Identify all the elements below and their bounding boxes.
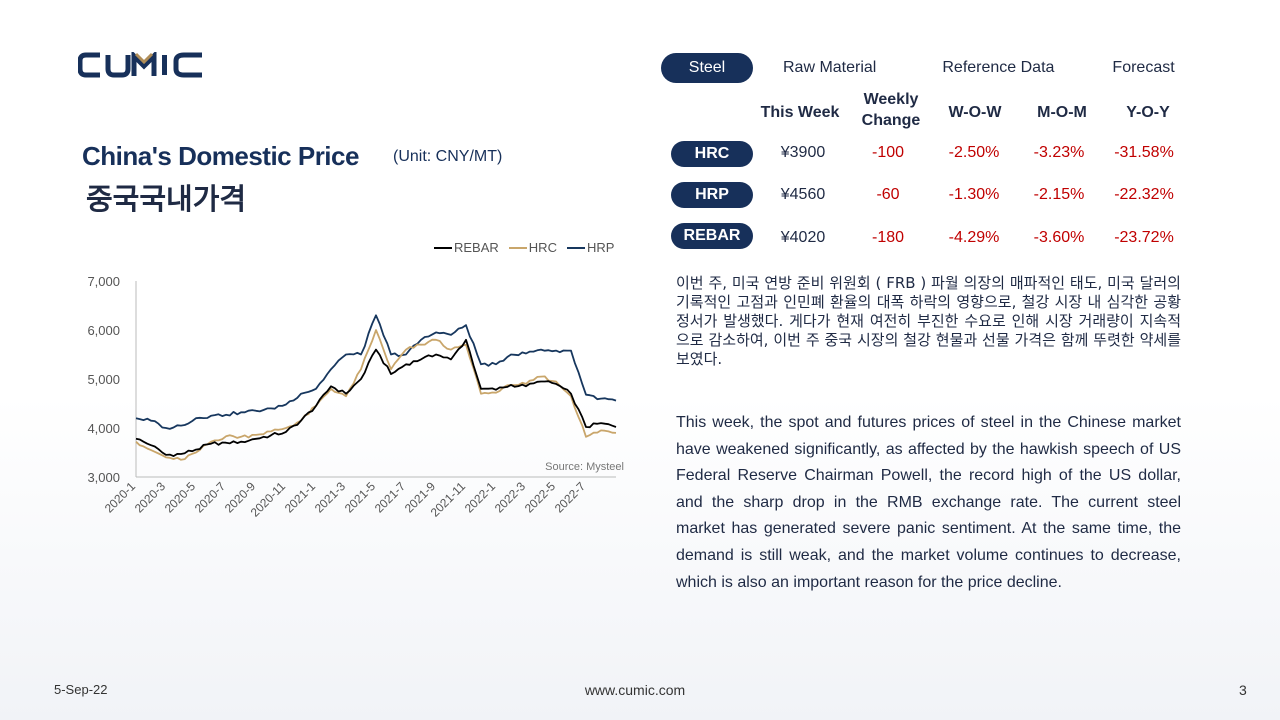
wow-hrp: -1.30% (948, 186, 1000, 203)
series-line-rebar (135, 338, 617, 457)
y-tick-label: 3,000 (87, 470, 120, 485)
yoy-hrc: -31.58% (1114, 144, 1174, 161)
legend-label-hrc: HRC (528, 240, 557, 255)
x-tick-label: 2022-7 (552, 479, 589, 516)
x-tick-label: 2021-5 (342, 479, 379, 516)
legend-label-rebar: REBAR (454, 240, 499, 255)
series-line-hrc (135, 329, 617, 461)
y-tick-label: 4,000 (87, 421, 120, 436)
commentary-english: This week, the spot and futures prices o… (676, 414, 1181, 591)
series-line-hrp (135, 314, 617, 430)
header-weekly-change-line1: Weekly (863, 91, 919, 108)
y-tick-label: 7,000 (87, 274, 120, 289)
price-rebar: ¥4020 (780, 229, 826, 246)
legend-swatch-rebar (434, 246, 452, 249)
header-yoy: Y-O-Y (1126, 104, 1170, 121)
y-tick-label: 5,000 (87, 372, 120, 387)
mom-hrc: -3.23% (1033, 144, 1085, 161)
wow-hrc: -2.50% (948, 144, 1000, 161)
header-wow: W-O-W (948, 104, 1002, 121)
chart-title: China's Domestic Price (82, 141, 359, 171)
header-mom: M-O-M (1037, 104, 1087, 121)
legend-hrp: HRP (566, 240, 615, 255)
legend-swatch-hrp (566, 246, 585, 249)
y-tick-label: 6,000 (87, 323, 120, 338)
mom-hrp: -2.15% (1033, 186, 1085, 203)
x-tick-label: 2021-3 (312, 479, 349, 516)
product-badge-hrp: HRP (671, 182, 753, 208)
tab-raw-material[interactable]: Raw Material (783, 59, 877, 76)
x-tick-label: 2020-5 (162, 479, 199, 516)
product-badge-rebar: REBAR (671, 223, 753, 249)
footer-date: 5-Sep-22 (54, 682, 108, 697)
footer-url[interactable]: www.cumic.com (584, 682, 686, 698)
product-badge-hrc: HRC (671, 141, 753, 167)
x-tick-label: 2022-3 (492, 479, 529, 516)
price-line-chart: 3,0004,0005,0006,0007,0002020-12020-3202… (87, 274, 624, 520)
commentary-korean: 이번 주, 미국 연방 준비 위원회 ( FRB ) 파월 의장의 매파적인 태… (676, 274, 1181, 368)
chart-legend: REBAR HRC HRP (434, 240, 614, 255)
tab-steel[interactable]: Steel (661, 53, 753, 83)
x-tick-label: 2020-3 (132, 479, 169, 516)
x-tick-label: 2020-7 (192, 479, 229, 516)
chart-title-korean: 중국국내가격 (86, 182, 247, 216)
yoy-hrp: -22.32% (1114, 186, 1174, 203)
header-weekly-change-line2: Change (861, 112, 921, 129)
header-this-week: This Week (760, 104, 840, 121)
price-hrc: ¥3900 (780, 144, 826, 161)
price-hrp: ¥4560 (780, 186, 826, 203)
change-hrp: -60 (876, 186, 900, 203)
wow-rebar: -4.29% (948, 229, 1000, 246)
page-number: 3 (1239, 682, 1247, 698)
header-weekly-change: Weekly Change (851, 89, 931, 131)
x-tick-label: 2021-7 (372, 479, 409, 516)
x-tick-label: 2021-1 (282, 479, 319, 516)
yoy-rebar: -23.72% (1114, 229, 1174, 246)
change-hrc: -100 (871, 144, 905, 161)
x-tick-label: 2022-5 (522, 479, 559, 516)
chart-source: Source: Mysteel (545, 461, 624, 473)
legend-rebar: REBAR (434, 240, 499, 255)
mom-rebar: -3.60% (1033, 229, 1085, 246)
tab-forecast[interactable]: Forecast (1112, 59, 1175, 76)
x-tick-label: 2022-1 (462, 479, 499, 516)
legend-label-hrp: HRP (586, 240, 615, 255)
change-rebar: -180 (871, 229, 905, 246)
section-tabs: Steel Raw Material Reference Data Foreca… (661, 53, 1175, 83)
chart-unit: (Unit: CNY/MT) (393, 148, 503, 165)
legend-hrc: HRC (508, 240, 557, 255)
cumic-logo (78, 52, 206, 78)
tab-reference-data[interactable]: Reference Data (942, 59, 1055, 76)
logo-mark (78, 52, 202, 78)
legend-swatch-hrc (508, 246, 527, 249)
